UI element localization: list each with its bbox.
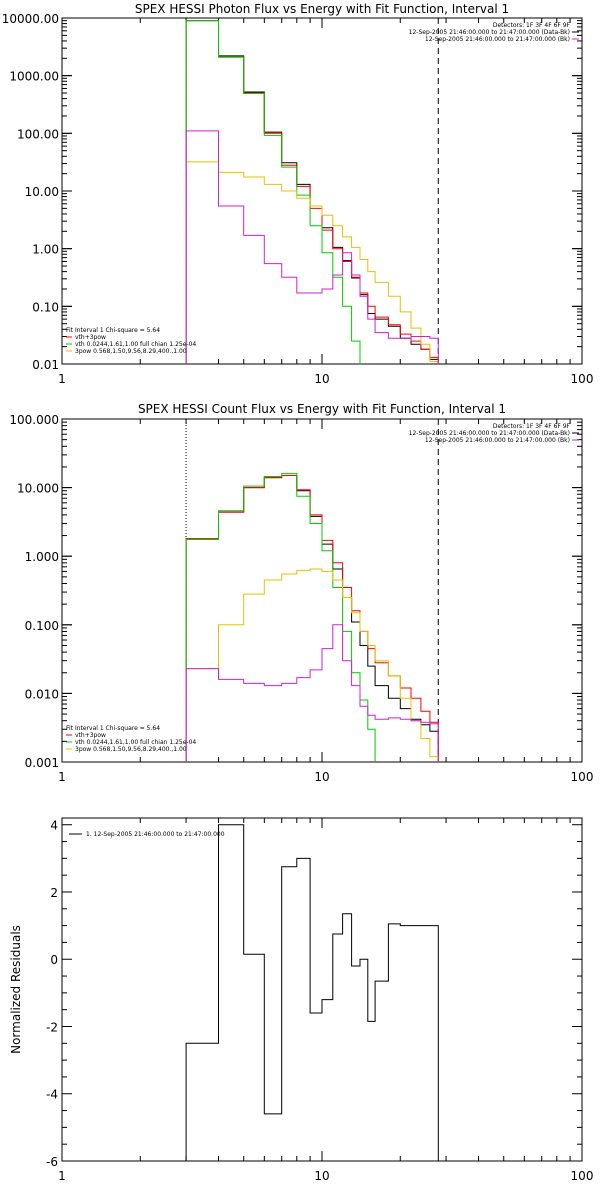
series-line-4 xyxy=(185,130,439,364)
chart-title: SPEX HESSI Count Flux vs Energy with Fit… xyxy=(138,402,506,416)
header-line: 12-Sep-2005 21:46:00.000 to 21:47:00.000… xyxy=(425,36,570,43)
residual-legend-label: 1. 12-Sep-2005 21:46:00.000 to 21:47:00.… xyxy=(86,831,225,838)
y-tick-label: 1000.00 xyxy=(9,70,59,84)
y-tick-label: 0 xyxy=(50,953,58,967)
plot-frame xyxy=(61,817,583,1162)
y-tick-label: 0.100 xyxy=(25,619,59,633)
plot-frame xyxy=(61,418,583,763)
x-tick-label: 10 xyxy=(314,770,329,784)
header-line: Detectors: 1F 3F 4F 6F 9F xyxy=(493,423,571,430)
y-tick-label: -6 xyxy=(46,1155,58,1169)
series-group xyxy=(185,473,439,762)
y-tick-label: 10.000 xyxy=(17,482,59,496)
y-tick-label: 100.00 xyxy=(17,127,59,141)
y-tick-label: 10000.00 xyxy=(2,12,59,26)
y-tick-label: 0.01 xyxy=(32,358,59,372)
series-line-4 xyxy=(185,624,439,762)
plot-frame xyxy=(61,17,583,365)
y-tick-label: 100.000 xyxy=(9,413,59,427)
series-group xyxy=(185,20,439,364)
fit-legend-line: Fit Interval 1 Chi-square = 5.64 xyxy=(66,327,160,334)
y-tick-label: 1.000 xyxy=(25,550,59,564)
fit-legend-line: vth+3pow xyxy=(75,732,106,739)
y-tick-label: 0.10 xyxy=(32,300,59,314)
y-tick-label: 10.00 xyxy=(25,185,59,199)
y-tick-label: -2 xyxy=(46,1020,58,1034)
fit-legend-line: vth 0.0244,1.61,1.00 full chian 1.25e-04 xyxy=(75,341,196,348)
x-tick-label: 10 xyxy=(314,372,329,386)
y-axis-label: Normalized Residuals xyxy=(9,925,23,1054)
header-line: 12-Sep-2005 21:46:00.000 to 21:47:00.000… xyxy=(409,29,570,36)
series-line-0 xyxy=(185,824,439,1161)
fit-legend-line: 3pow 0.568,1.50,9.56,8.29,400.,1.00 xyxy=(75,348,187,355)
header-line: Detectors: 1F 3F 4F 6F 9F xyxy=(493,22,571,29)
series-line-1 xyxy=(185,475,439,762)
fit-legend-line: vth 0.0244,1.61,1.00 full chian 1.25e-04 xyxy=(75,739,196,746)
photon-flux-panel: SPEX HESSI Photon Flux vs Energy with Fi… xyxy=(2,2,594,386)
series-line-2 xyxy=(185,473,376,762)
x-tick-label: 100 xyxy=(571,1169,594,1183)
y-tick-label: 4 xyxy=(50,819,58,833)
series-group xyxy=(185,824,439,1161)
series-line-0 xyxy=(185,475,439,762)
x-tick-label: 100 xyxy=(571,770,594,784)
header-line: 12-Sep-2005 21:46:00.000 to 21:47:00.000… xyxy=(409,430,570,437)
y-tick-label: 0.001 xyxy=(25,756,59,770)
chart-title: SPEX HESSI Photon Flux vs Energy with Fi… xyxy=(135,2,509,16)
residuals-panel: 1 10 100 4 2 0 -2 -4 -6 Normalized Residuals 1. 12… xyxy=(9,817,594,1183)
series-line-3 xyxy=(185,161,439,364)
y-tick-label: 2 xyxy=(50,886,58,900)
x-tick-label: 10 xyxy=(314,1169,329,1183)
y-tick-label: 0.010 xyxy=(25,687,59,701)
header-line: 12-Sep-2005 21:46:00.000 to 21:47:00.000… xyxy=(425,437,570,444)
series-line-3 xyxy=(185,568,439,762)
count-flux-panel: SPEX HESSI Count Flux vs Energy with Fit… xyxy=(9,402,594,784)
x-tick-label: 100 xyxy=(571,372,594,386)
x-tick-label: 1 xyxy=(58,1169,66,1183)
x-tick-label: 1 xyxy=(58,372,66,386)
fit-legend-line: 3pow 0.568,1.50,9.56,8.29,400.,1.00 xyxy=(75,746,187,753)
fit-legend-line: vth+3pow xyxy=(75,334,106,341)
series-line-2 xyxy=(185,20,361,364)
y-tick-label: 1.00 xyxy=(32,243,59,257)
x-tick-label: 1 xyxy=(58,770,66,784)
fit-legend-line: Fit Interval 1 Chi-square = 5.64 xyxy=(66,725,160,732)
y-tick-label: -4 xyxy=(46,1088,58,1102)
